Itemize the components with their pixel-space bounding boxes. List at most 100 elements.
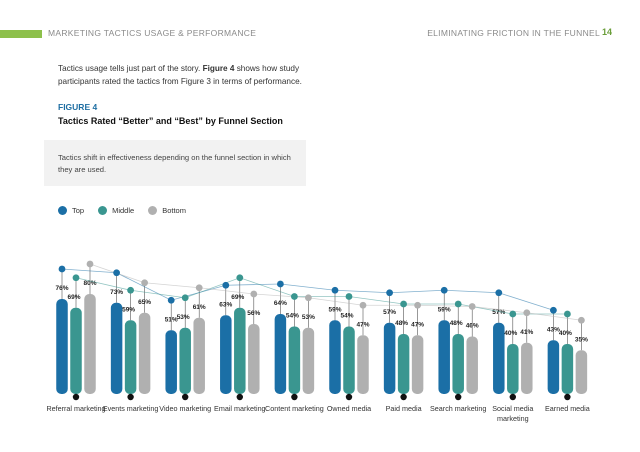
point-middle-social-media-marketing [509, 310, 517, 318]
trend-line-bottom [89, 263, 582, 321]
bar-bottom-social-media-marketing [521, 342, 533, 394]
point-middle-referral-marketing [72, 274, 80, 282]
legend-label-top: Top [72, 206, 85, 215]
intro-text-before: Tactics usage tells just part of the sto… [58, 64, 203, 73]
bar-top-email-marketing [220, 315, 232, 394]
value-label-top-video-marketing: 51% [165, 316, 178, 323]
point-middle-paid-media [400, 300, 407, 308]
baseline-marker-search-marketing [455, 393, 462, 401]
baseline-marker-owned-media [345, 393, 353, 401]
callout-text: Tactics shift in effectiveness depending… [58, 153, 291, 174]
point-top-paid-media [386, 289, 393, 297]
point-bottom-owned-media [359, 301, 367, 309]
point-bottom-events-marketing [141, 279, 149, 287]
trend-line-top [61, 268, 554, 311]
figure-title: Tactics Rated “Better” and “Best” by Fun… [58, 116, 283, 126]
bar-bottom-video-marketing [193, 317, 205, 394]
point-middle-owned-media [345, 293, 353, 300]
point-top-earned-media [550, 306, 557, 314]
page-number: 14 [601, 27, 612, 37]
bar-bottom-content-marketing [302, 327, 315, 394]
category-label-video-marketing: Video marketing [159, 404, 212, 413]
callout-box: Tactics shift in effectiveness depending… [44, 140, 306, 186]
intro-paragraph: Tactics usage tells just part of the sto… [58, 62, 328, 88]
figure-label: FIGURE 4 [58, 102, 98, 112]
bar-middle-referral-marketing [70, 307, 82, 394]
bar-bottom-email-marketing [248, 324, 260, 394]
point-top-email-marketing [222, 281, 230, 289]
legend: Top Middle Bottom [58, 206, 186, 215]
baseline-marker-email-marketing [236, 393, 243, 401]
bar-top-events-marketing [110, 302, 123, 394]
value-label-top-owned-media: 59% [328, 306, 341, 313]
legend-swatch-top [58, 206, 67, 215]
value-label-bottom-content-marketing: 53% [302, 314, 315, 321]
bar-bottom-events-marketing [138, 312, 151, 394]
header-left-title: MARKETING TACTICS USAGE & PERFORMANCE [48, 28, 257, 38]
category-label-content-marketing: Content marketing [265, 404, 324, 413]
point-bottom-earned-media [578, 316, 585, 324]
legend-item-bottom: Bottom [148, 206, 186, 215]
bar-bottom-referral-marketing [84, 294, 96, 394]
legend-item-top: Top [58, 206, 84, 215]
bar-middle-paid-media [397, 334, 410, 394]
value-label-top-email-marketing: 63% [219, 301, 232, 308]
category-label-events-marketing: Events marketing [102, 404, 159, 413]
point-bottom-paid-media [414, 301, 421, 309]
value-label-middle-content-marketing: 54% [286, 313, 299, 320]
value-label-middle-owned-media: 54% [340, 313, 353, 320]
intro-text-bold: Figure 4 [202, 64, 235, 73]
value-label-bottom-events-marketing: 65% [138, 299, 151, 306]
value-label-top-content-marketing: 64% [274, 300, 287, 307]
bar-top-referral-marketing [56, 299, 68, 394]
category-label-paid-media: Paid media [385, 404, 422, 413]
category-label-search-marketing: Search marketing [430, 404, 487, 413]
value-label-bottom-earned-media: 35% [575, 336, 588, 343]
value-label-bottom-email-marketing: 56% [247, 310, 260, 317]
legend-swatch-middle [98, 206, 108, 215]
category-label-email-marketing: Email marketing [214, 404, 266, 413]
point-top-search-marketing [440, 286, 448, 294]
value-label-bottom-paid-media: 47% [411, 321, 424, 328]
point-bottom-referral-marketing [86, 260, 94, 268]
header-right-title: ELIMINATING FRICTION IN THE FUNNEL [427, 28, 600, 38]
bar-top-earned-media [547, 340, 560, 394]
value-label-middle-email-marketing: 69% [231, 294, 244, 301]
value-label-middle-social-media-marketing: 40% [504, 330, 517, 337]
legend-swatch-bottom [148, 206, 158, 215]
value-label-top-events-marketing: 73% [110, 289, 123, 296]
point-top-video-marketing [167, 296, 175, 304]
point-middle-events-marketing [127, 286, 134, 294]
point-bottom-video-marketing [195, 284, 203, 292]
value-label-top-search-marketing: 59% [438, 306, 451, 313]
point-middle-search-marketing [454, 300, 462, 308]
baseline-marker-earned-media [564, 393, 571, 401]
point-middle-earned-media [564, 310, 571, 318]
bar-top-video-marketing [165, 330, 177, 394]
point-top-owned-media [331, 286, 339, 294]
bar-top-search-marketing [438, 320, 450, 394]
bar-middle-earned-media [561, 344, 574, 394]
bar-bottom-owned-media [357, 335, 369, 394]
value-label-middle-referral-marketing: 69% [67, 294, 80, 301]
value-label-middle-paid-media: 48% [395, 320, 408, 327]
point-top-events-marketing [113, 269, 120, 277]
point-bottom-content-marketing [305, 294, 312, 302]
bar-middle-email-marketing [234, 307, 246, 394]
bar-middle-social-media-marketing [507, 344, 519, 394]
bar-bottom-earned-media [575, 350, 588, 394]
point-middle-email-marketing [236, 274, 244, 282]
bar-middle-video-marketing [179, 327, 191, 394]
category-label-referral-marketing: Referral marketing [46, 404, 106, 413]
bar-middle-content-marketing [288, 326, 301, 394]
category-label-earned-media: Earned media [545, 404, 590, 413]
bar-top-content-marketing [274, 314, 287, 394]
baseline-marker-video-marketing [182, 393, 189, 401]
legend-label-bottom: Bottom [162, 206, 186, 215]
trend-line-middle [75, 277, 568, 315]
point-middle-content-marketing [291, 293, 298, 300]
bar-bottom-paid-media [411, 335, 424, 394]
value-label-bottom-search-marketing: 46% [466, 323, 479, 330]
baseline-marker-events-marketing [127, 393, 134, 401]
value-label-bottom-social-media-marketing: 41% [520, 329, 533, 336]
